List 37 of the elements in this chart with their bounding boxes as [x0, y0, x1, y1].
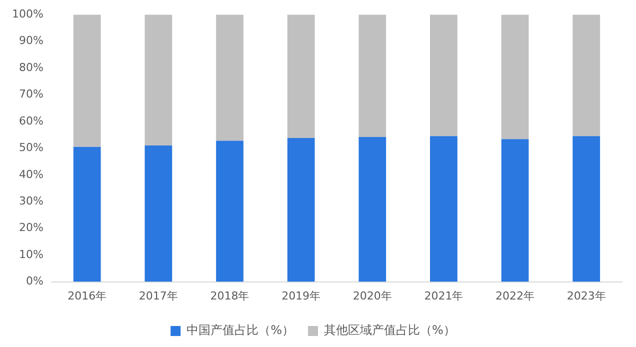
bar: [430, 14, 458, 136]
y-tick-label: 90%: [18, 34, 44, 48]
bar: [216, 140, 244, 282]
x-tick-label: 2020年: [352, 289, 392, 302]
x-tick-label: 2017年: [138, 289, 178, 302]
x-tick-label: 2023年: [566, 289, 606, 302]
y-tick-label: 20%: [18, 221, 44, 234]
bar: [287, 14, 315, 138]
y-tick-label: 10%: [18, 248, 44, 261]
legend-label: 其他区域产值占比（%）: [324, 323, 456, 338]
legend-label: 中国产值占比（%）: [186, 323, 294, 338]
bar: [358, 14, 386, 137]
y-tick-label: 0%: [26, 274, 44, 288]
y-tick-label: 70%: [18, 88, 44, 101]
bar: [501, 14, 529, 140]
y-tick-label: 100%: [12, 7, 44, 20]
bar: [73, 146, 101, 282]
x-tick-label: 2018年: [210, 289, 250, 302]
x-tick-label: 2019年: [282, 289, 321, 302]
bar: [216, 14, 244, 141]
bar: [358, 136, 386, 282]
bar: [501, 139, 529, 282]
bar: [73, 14, 101, 147]
bar: [144, 14, 172, 146]
bar: [572, 136, 600, 282]
y-tick-label: 40%: [18, 168, 44, 181]
bar: [572, 14, 600, 136]
y-tick-label: 80%: [18, 60, 44, 74]
bar: [144, 146, 172, 282]
x-tick-label: 2022年: [496, 289, 535, 302]
y-tick-label: 30%: [18, 194, 44, 208]
y-tick-label: 60%: [18, 114, 44, 128]
bar: [287, 138, 315, 282]
x-tick-label: 2016年: [68, 289, 107, 302]
y-tick-label: 50%: [18, 141, 44, 154]
x-tick-label: 2021年: [424, 289, 464, 302]
bar: [430, 136, 458, 282]
